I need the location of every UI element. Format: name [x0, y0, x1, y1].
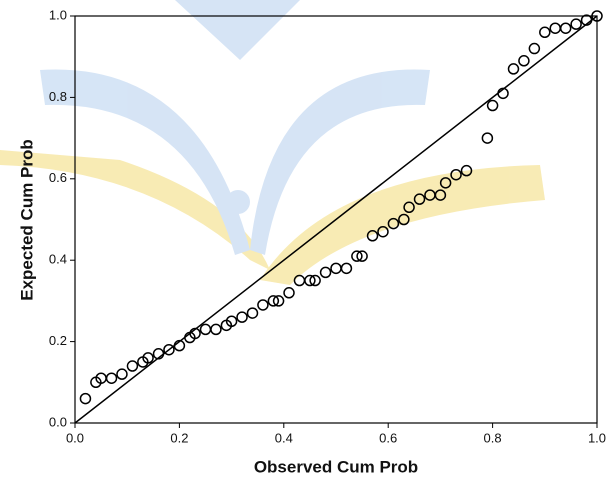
data-point — [488, 101, 498, 111]
data-point — [321, 267, 331, 277]
y-tick-label: 0.2 — [49, 333, 67, 348]
data-point — [508, 64, 518, 74]
x-tick-label: 0.8 — [484, 430, 502, 445]
data-point — [561, 23, 571, 33]
data-point — [341, 263, 351, 273]
x-tick-label: 0.0 — [66, 430, 84, 445]
data-point — [571, 19, 581, 29]
x-axis-title: Observed Cum Prob — [254, 457, 418, 476]
data-point — [482, 133, 492, 143]
data-point — [117, 369, 127, 379]
data-point — [127, 361, 137, 371]
x-tick-label: 0.2 — [170, 430, 188, 445]
watermark — [0, 0, 545, 285]
data-point — [519, 56, 529, 66]
x-tick-label: 1.0 — [588, 430, 606, 445]
data-point — [211, 324, 221, 334]
reference-line — [75, 16, 597, 423]
data-point — [331, 263, 341, 273]
data-point — [540, 27, 550, 37]
x-tick-label: 0.4 — [275, 430, 293, 445]
x-tick-label: 0.6 — [379, 430, 397, 445]
data-point — [80, 394, 90, 404]
data-point — [247, 308, 257, 318]
data-point — [107, 373, 117, 383]
chart: Expected Cum Prob Observed Cum Prob 0.00… — [0, 0, 612, 484]
data-point — [294, 276, 304, 286]
data-point — [237, 312, 247, 322]
data-point — [201, 324, 211, 334]
data-point — [550, 23, 560, 33]
data-point — [284, 288, 294, 298]
data-point — [529, 44, 539, 54]
y-tick-label: 0.6 — [49, 170, 67, 185]
y-tick-label: 0.0 — [49, 414, 67, 429]
y-tick-label: 1.0 — [49, 7, 67, 22]
data-point — [258, 300, 268, 310]
y-axis-title: Expected Cum Prob — [17, 139, 36, 301]
y-tick-label: 0.8 — [49, 89, 67, 104]
y-tick-label: 0.4 — [49, 252, 67, 267]
